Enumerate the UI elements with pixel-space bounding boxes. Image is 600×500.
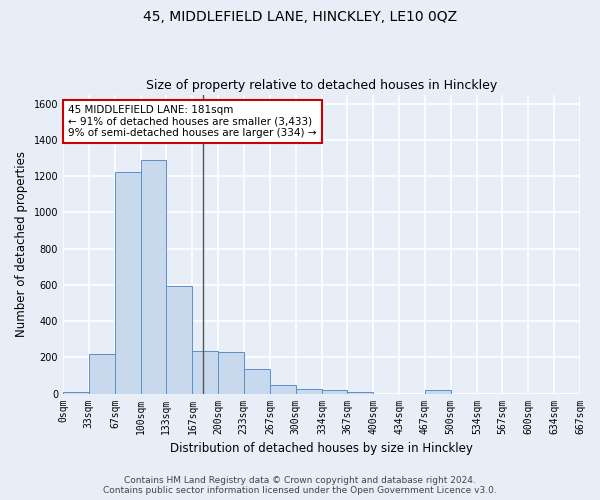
Bar — [296, 389, 322, 394]
Bar — [218, 352, 244, 394]
Bar — [347, 392, 373, 394]
Y-axis label: Number of detached properties: Number of detached properties — [15, 151, 28, 337]
Bar — [140, 160, 166, 394]
Text: Contains HM Land Registry data © Crown copyright and database right 2024.
Contai: Contains HM Land Registry data © Crown c… — [103, 476, 497, 495]
Bar — [425, 390, 451, 394]
Bar — [193, 351, 218, 394]
Bar — [322, 390, 347, 394]
Text: 45, MIDDLEFIELD LANE, HINCKLEY, LE10 0QZ: 45, MIDDLEFIELD LANE, HINCKLEY, LE10 0QZ — [143, 10, 457, 24]
Title: Size of property relative to detached houses in Hinckley: Size of property relative to detached ho… — [146, 79, 497, 92]
Bar — [89, 354, 115, 394]
Text: 45 MIDDLEFIELD LANE: 181sqm
← 91% of detached houses are smaller (3,433)
9% of s: 45 MIDDLEFIELD LANE: 181sqm ← 91% of det… — [68, 105, 317, 138]
Bar — [115, 172, 140, 394]
Bar — [244, 369, 270, 394]
X-axis label: Distribution of detached houses by size in Hinckley: Distribution of detached houses by size … — [170, 442, 473, 455]
Bar — [166, 286, 193, 394]
Bar — [270, 386, 296, 394]
Bar — [63, 392, 89, 394]
